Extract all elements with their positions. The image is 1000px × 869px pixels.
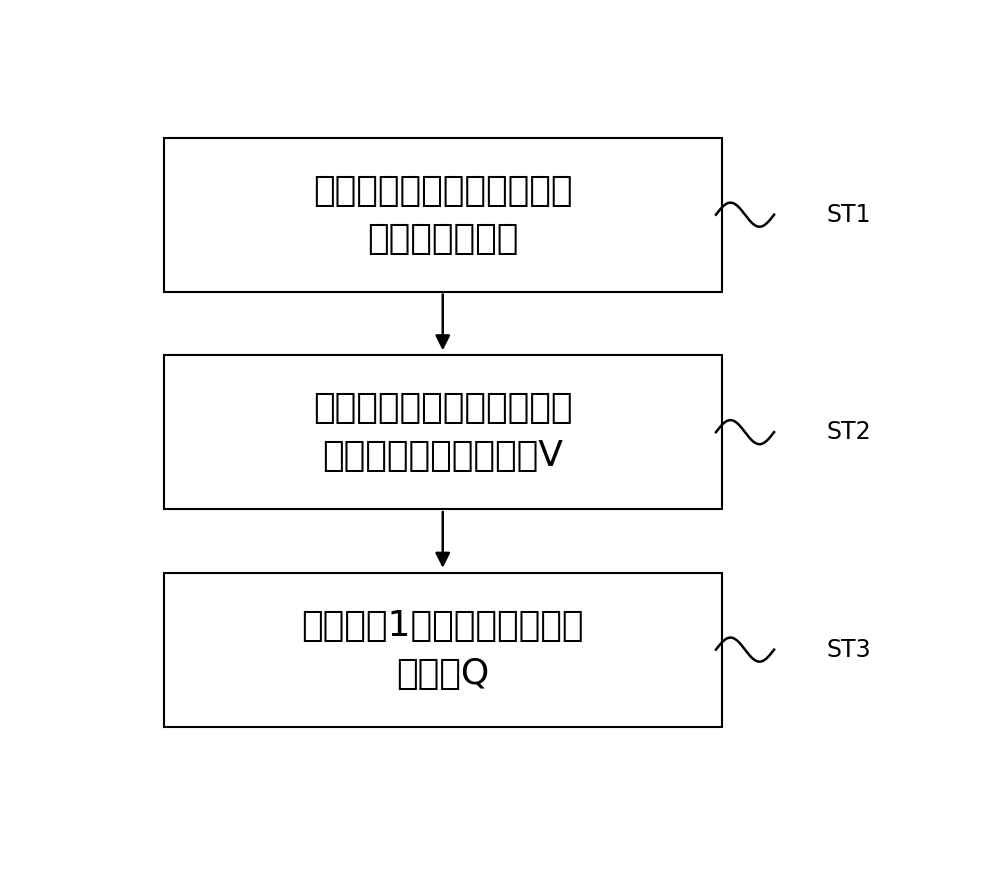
Bar — [164, 573, 722, 726]
Text: ST2: ST2 — [826, 420, 871, 444]
Text: 冠脉参考管腔的总体积V: 冠脉参考管腔的总体积V — [322, 439, 563, 474]
Text: 根据冠脉几何特征数据获得: 根据冠脉几何特征数据获得 — [313, 391, 572, 425]
Bar — [164, 355, 722, 509]
Text: ST1: ST1 — [826, 202, 871, 227]
Text: 根据公式1计算冠脉开口处的: 根据公式1计算冠脉开口处的 — [302, 608, 584, 642]
Text: 脉几何特征数据: 脉几何特征数据 — [367, 222, 518, 255]
Text: 血流量Q: 血流量Q — [396, 657, 489, 691]
Text: ST3: ST3 — [826, 638, 871, 661]
Text: 获取冠脉影像信息，得到冠: 获取冠脉影像信息，得到冠 — [313, 174, 572, 208]
Bar — [164, 137, 722, 292]
